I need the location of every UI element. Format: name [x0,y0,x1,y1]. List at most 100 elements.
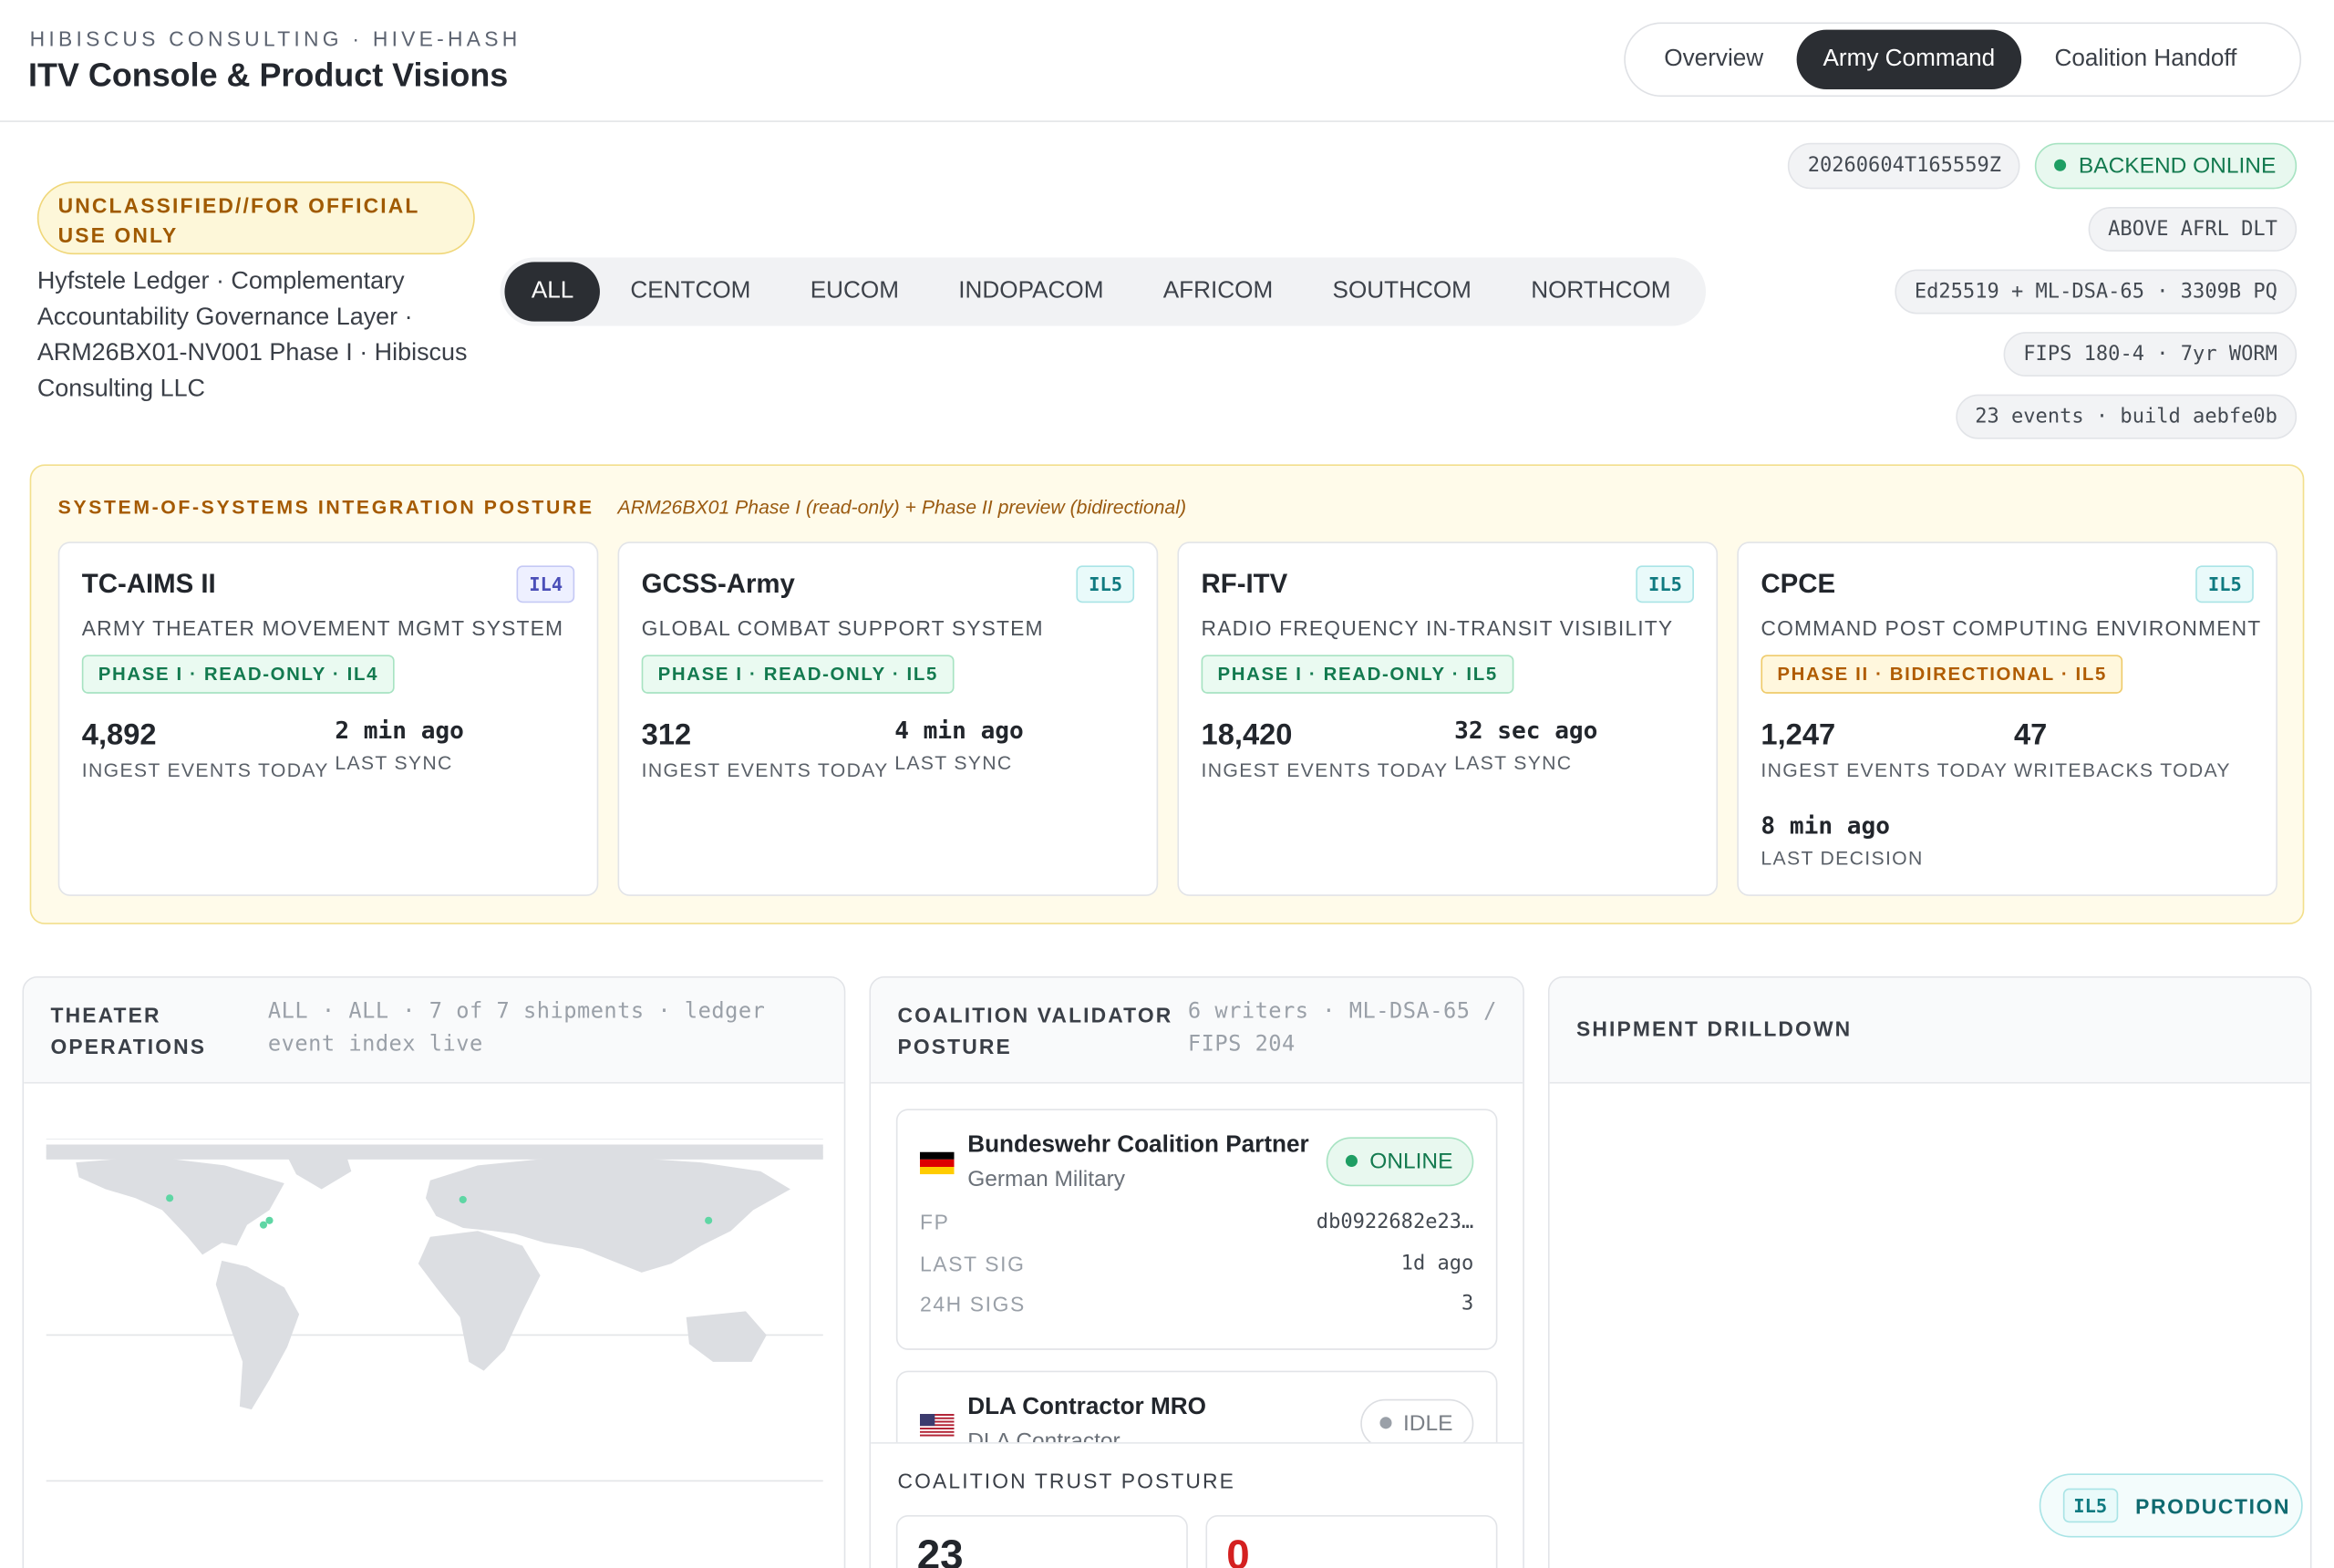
flag [919,1413,955,1436]
status-chip: 23 events · build aebfe0b [1955,394,2298,439]
timestamp-chip: 20260604T165559Z [1788,142,2021,190]
nav-tab[interactable]: Overview [1664,46,1764,72]
validator-status: ONLINE [1326,1137,1474,1187]
metric-label: LAST SYNC [335,751,453,774]
system-description: GLOBAL COMBAT SUPPORT SYSTEM [641,615,1044,641]
trust-value: 0 [1226,1531,1250,1568]
metric-label: INGEST EVENTS TODAY [1761,758,2009,782]
status-chip: Ed25519 + ML-DSA-65 · 3309B PQ [1895,269,2298,315]
validator-status: IDLE [1359,1398,1474,1443]
flag [919,1151,955,1175]
integration-title: SYSTEM-OF-SYSTEMS INTEGRATION POSTURE [57,495,594,519]
system-card: GCSS-Army IL5 GLOBAL COMBAT SUPPORT SYSTEM… [617,542,1159,896]
org-label: HIBISCUS CONSULTING · HIVE-HASH [29,26,522,51]
system-card: CPCE IL5 COMMAND POST COMPUTING ENVIRONMEN… [1737,542,2277,896]
command-tab[interactable]: SOUTHCOM [1332,278,1472,304]
metric: 32 sec ago LAST SYNC [1454,716,1597,774]
metric-value: 8 min ago [1761,810,1890,840]
impact-level: IL5 [1077,565,1135,603]
field-label: FP [919,1210,950,1234]
backend-status: BACKEND ONLINE [2035,142,2298,190]
badge-label: PRODUCTION [2135,1493,2291,1518]
status-chip: ABOVE AFRL DLT [2088,206,2298,252]
field-label: 24H SIGS [919,1292,1026,1316]
metric: 4,892 INGEST EVENTS TODAY [82,719,329,782]
metric: 1,247 INGEST EVENTS TODAY [1761,719,2008,782]
nav-tab[interactable]: Coalition Handoff [2054,46,2237,72]
command-tab[interactable]: NORTHCOM [1531,278,1671,304]
command-tab[interactable]: CENTCOM [630,278,751,304]
command-tab[interactable]: ALL [504,262,601,322]
status-chip: FIPS 180-4 · 7yr WORM [2004,332,2298,377]
validator-list[interactable]: Bundeswehr Coalition Partner German Milit… [871,1082,1523,1443]
system-description: COMMAND POST COMPUTING ENVIRONMENT [1761,615,2262,641]
backend-label: BACKEND ONLINE [2078,153,2277,179]
tab-bar: Overview Army Command Coalition Handoff [1624,22,2302,98]
metric-label: LAST SYNC [1454,751,1573,774]
panel-header: THEATER OPERATIONS ALL · ALL · 7 of 7 sh… [24,977,844,1084]
status-row: 20260604T165559Z BACKEND ONLINE [1788,142,2298,190]
metric-label: WRITEBACKS TODAY [2013,758,2231,782]
phase-tag: PHASE I · READ-ONLY · IL5 [1201,655,1514,694]
system-name: TC-AIMS II [81,568,216,599]
description: Hyfstele Ledger · Complementary Accounta… [36,267,468,402]
metric-label: INGEST EVENTS TODAY [81,758,329,782]
system-name: RF-ITV [1201,568,1288,599]
system-description: RADIO FREQUENCY IN-TRANSIT VISIBILITY [1201,615,1674,641]
trust-card: 23 [895,1515,1188,1568]
panel-meta: ALL · ALL · 7 of 7 shipments · ledger ev… [267,1000,766,1057]
system-card: RF-ITV IL5 RADIO FREQUENCY IN-TRANSIT VISI… [1177,542,1719,896]
classification-banner: UNCLASSIFIED//FOR OFFICIAL USE ONLY [36,181,475,255]
nav-tab[interactable]: Army Command [1796,29,2022,89]
metric: 2 min ago LAST SYNC [335,716,464,774]
metric: 8 min ago LAST DECISION [1761,810,1924,870]
theater-panel: THEATER OPERATIONS ALL · ALL · 7 of 7 sh… [22,976,846,1568]
validator-org: German Military [967,1166,1126,1192]
field-value: 1d ago [1400,1251,1474,1275]
field-label: LAST SIG [919,1251,1026,1275]
panel-header: COALITION VALIDATOR POSTURE 6 writers · … [871,977,1523,1084]
metric-value: 47 [2013,718,2048,752]
panel-title: COALITION VALIDATOR POSTURE [897,1003,1173,1058]
drilldown-panel: SHIPMENT DRILLDOWN [1547,976,2312,1568]
metric: 47 WRITEBACKS TODAY [2014,719,2231,782]
metric-label: LAST DECISION [1761,846,1924,870]
impact-level: IL5 [2195,565,2254,603]
trust-title: COALITION TRUST POSTURE [897,1469,1236,1493]
validator-card: DLA Contractor MRO DLA Contractor IDLE [895,1369,1498,1443]
metric-value: 18,420 [1201,718,1293,752]
badge-level: IL5 [2062,1488,2118,1523]
metric-value: 4,892 [81,718,157,752]
phase-tag: PHASE I · READ-ONLY · IL4 [81,655,396,694]
command-tab[interactable]: EUCOM [810,278,899,304]
system-name: GCSS-Army [641,568,795,599]
command-filter: ALL CENTCOM EUCOM INDOPACOM AFRICOM SOUTHCOM N… [500,257,1707,326]
metric: 18,420 INGEST EVENTS TODAY [1202,719,1449,782]
environment-badge: IL5 PRODUCTION [2039,1473,2303,1538]
system-description: ARMY THEATER MOVEMENT MGMT SYSTEM [81,615,564,641]
metric-value: 1,247 [1761,718,1836,752]
world-map [46,1138,823,1482]
validator-name: Bundeswehr Coalition Partner [967,1132,1309,1159]
command-tab[interactable]: AFRICOM [1162,278,1274,304]
status-label: IDLE [1403,1409,1453,1436]
validator-name: DLA Contractor MRO [967,1393,1206,1419]
metric-label: LAST SYNC [894,751,1013,774]
metric-value: 4 min ago [894,716,1024,745]
panel-title: THEATER OPERATIONS [50,1003,207,1058]
metric-label: INGEST EVENTS TODAY [1201,758,1449,782]
header: HIBISCUS CONSULTING · HIVE-HASH ITV Cons… [0,0,2334,122]
status-chips: 20260604T165559Z BACKEND ONLINE ABOVE AF… [1788,142,2298,439]
validator-org: DLA Contractor [967,1428,1121,1443]
panel-header: SHIPMENT DRILLDOWN [1549,977,2310,1084]
metric: 312 INGEST EVENTS TODAY [642,719,889,782]
trust-value: 23 [916,1531,964,1568]
phase-tag: PHASE II · BIDIRECTIONAL · IL5 [1761,655,2123,694]
phase-tag: PHASE I · READ-ONLY · IL5 [641,655,955,694]
system-name: CPCE [1761,568,1836,599]
trust-card: 0 [1205,1515,1498,1568]
command-tab[interactable]: INDOPACOM [958,278,1104,304]
impact-level: IL4 [517,565,575,603]
validator-card: Bundeswehr Coalition Partner German Milit… [895,1109,1498,1349]
